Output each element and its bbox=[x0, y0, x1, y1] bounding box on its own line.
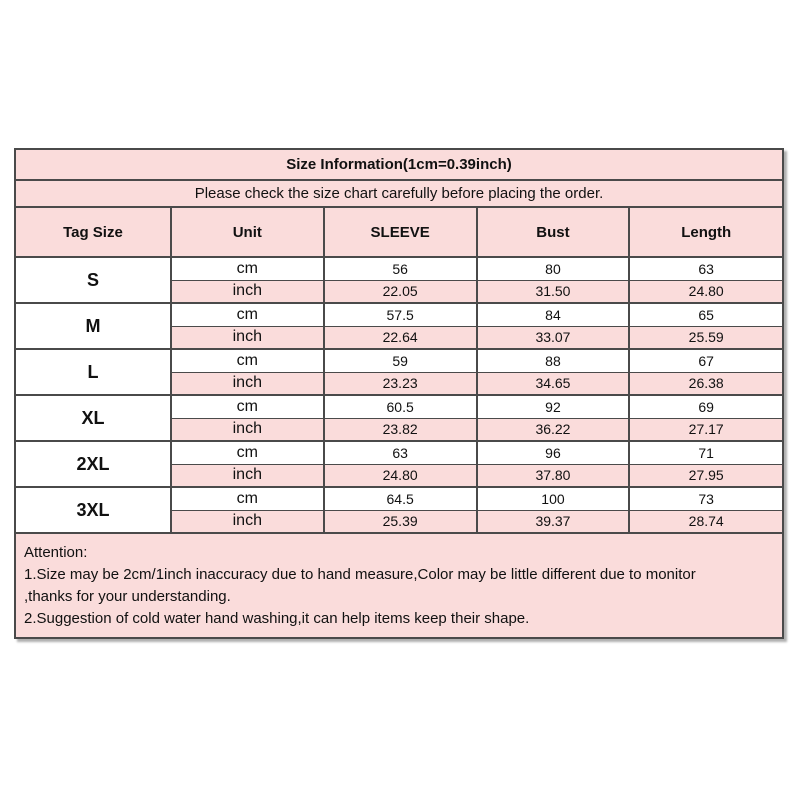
table-row: inch 24.80 37.80 27.95 bbox=[15, 463, 784, 488]
unit-cell: inch bbox=[169, 463, 325, 488]
column-header-unit: Unit bbox=[169, 206, 325, 258]
sleeve-value-cell: 23.82 bbox=[322, 417, 478, 442]
table-row: inch 23.23 34.65 26.38 bbox=[15, 371, 784, 396]
table-row: Attention: 1.Size may be 2cm/1inch inacc… bbox=[14, 532, 784, 639]
column-header-sleeve: SLEEVE bbox=[322, 206, 478, 258]
unit-cell: cm bbox=[169, 348, 325, 373]
bust-value-cell: 36.22 bbox=[475, 417, 631, 442]
bust-value-cell: 88 bbox=[475, 348, 631, 373]
length-value-cell: 71 bbox=[628, 440, 784, 465]
length-value-cell: 63 bbox=[628, 256, 784, 281]
table-row: XL cm 60.5 92 69 bbox=[14, 394, 784, 442]
bust-value-cell: 37.80 bbox=[475, 463, 631, 488]
sleeve-value-cell: 60.5 bbox=[322, 394, 478, 419]
unit-cell: inch bbox=[169, 509, 325, 534]
length-value-cell: 24.80 bbox=[628, 279, 784, 304]
attention-note: Attention: 1.Size may be 2cm/1inch inacc… bbox=[14, 532, 784, 639]
bust-value-cell: 84 bbox=[475, 302, 631, 327]
length-value-cell: 27.95 bbox=[628, 463, 784, 488]
size-chart-title: Size Information(1cm=0.39inch) bbox=[14, 148, 784, 181]
unit-cell: cm bbox=[169, 440, 325, 465]
length-value-cell: 65 bbox=[628, 302, 784, 327]
bust-value-cell: 80 bbox=[475, 256, 631, 281]
bust-value-cell: 31.50 bbox=[475, 279, 631, 304]
sleeve-value-cell: 63 bbox=[322, 440, 478, 465]
column-header-length: Length bbox=[628, 206, 784, 258]
table-row: M cm 57.5 84 65 bbox=[14, 302, 784, 350]
bust-value-cell: 92 bbox=[475, 394, 631, 419]
sleeve-value-cell: 56 bbox=[322, 256, 478, 281]
unit-cell: inch bbox=[169, 371, 325, 396]
tag-size-cell: S bbox=[14, 256, 172, 304]
length-value-cell: 28.74 bbox=[628, 509, 784, 534]
sleeve-value-cell: 57.5 bbox=[322, 302, 478, 327]
size-chart-table: Size Information(1cm=0.39inch) Please ch… bbox=[14, 148, 784, 639]
tag-size-cell: M bbox=[14, 302, 172, 350]
unit-cell: inch bbox=[169, 279, 325, 304]
sleeve-value-cell: 23.23 bbox=[322, 371, 478, 396]
bust-value-cell: 96 bbox=[475, 440, 631, 465]
sleeve-value-cell: 22.64 bbox=[322, 325, 478, 350]
table-row: inch 23.82 36.22 27.17 bbox=[15, 417, 784, 442]
length-value-cell: 25.59 bbox=[628, 325, 784, 350]
attention-line: 1.Size may be 2cm/1inch inaccuracy due t… bbox=[24, 566, 696, 583]
unit-cell: cm bbox=[169, 302, 325, 327]
table-row: Please check the size chart carefully be… bbox=[14, 179, 784, 208]
length-value-cell: 26.38 bbox=[628, 371, 784, 396]
bust-value-cell: 34.65 bbox=[475, 371, 631, 396]
unit-cell: cm bbox=[169, 394, 325, 419]
tag-size-cell: L bbox=[14, 348, 172, 396]
table-row: Size Information(1cm=0.39inch) bbox=[14, 148, 784, 181]
attention-line: 2.Suggestion of cold water hand washing,… bbox=[24, 610, 530, 627]
attention-line: ,thanks for your understanding. bbox=[24, 588, 231, 605]
tag-size-cell: 3XL bbox=[14, 486, 172, 534]
table-row: L cm 59 88 67 bbox=[14, 348, 784, 396]
table-header-row: Tag Size Unit SLEEVE Bust Length bbox=[14, 206, 784, 258]
column-header-bust: Bust bbox=[475, 206, 631, 258]
length-value-cell: 73 bbox=[628, 486, 784, 511]
column-header-tag-size: Tag Size bbox=[14, 206, 172, 258]
length-value-cell: 27.17 bbox=[628, 417, 784, 442]
length-value-cell: 69 bbox=[628, 394, 784, 419]
sleeve-value-cell: 22.05 bbox=[322, 279, 478, 304]
bust-value-cell: 33.07 bbox=[475, 325, 631, 350]
size-chart-subtitle: Please check the size chart carefully be… bbox=[14, 179, 784, 208]
tag-size-cell: XL bbox=[14, 394, 172, 442]
unit-cell: inch bbox=[169, 417, 325, 442]
size-chart-image: Size Information(1cm=0.39inch) Please ch… bbox=[14, 148, 784, 639]
length-value-cell: 67 bbox=[628, 348, 784, 373]
bust-value-cell: 100 bbox=[475, 486, 631, 511]
table-row: S cm 56 80 63 bbox=[14, 256, 784, 304]
table-row: inch 22.05 31.50 24.80 bbox=[15, 279, 784, 304]
sleeve-value-cell: 59 bbox=[322, 348, 478, 373]
sleeve-value-cell: 25.39 bbox=[322, 509, 478, 534]
sleeve-value-cell: 24.80 bbox=[322, 463, 478, 488]
unit-cell: inch bbox=[169, 325, 325, 350]
bust-value-cell: 39.37 bbox=[475, 509, 631, 534]
table-row: inch 25.39 39.37 28.74 bbox=[15, 509, 784, 534]
sleeve-value-cell: 64.5 bbox=[322, 486, 478, 511]
tag-size-cell: 2XL bbox=[14, 440, 172, 488]
unit-cell: cm bbox=[169, 486, 325, 511]
table-row: 2XL cm 63 96 71 bbox=[14, 440, 784, 488]
table-row: 3XL cm 64.5 100 73 bbox=[14, 486, 784, 534]
attention-line: Attention: bbox=[24, 544, 88, 561]
unit-cell: cm bbox=[169, 256, 325, 281]
